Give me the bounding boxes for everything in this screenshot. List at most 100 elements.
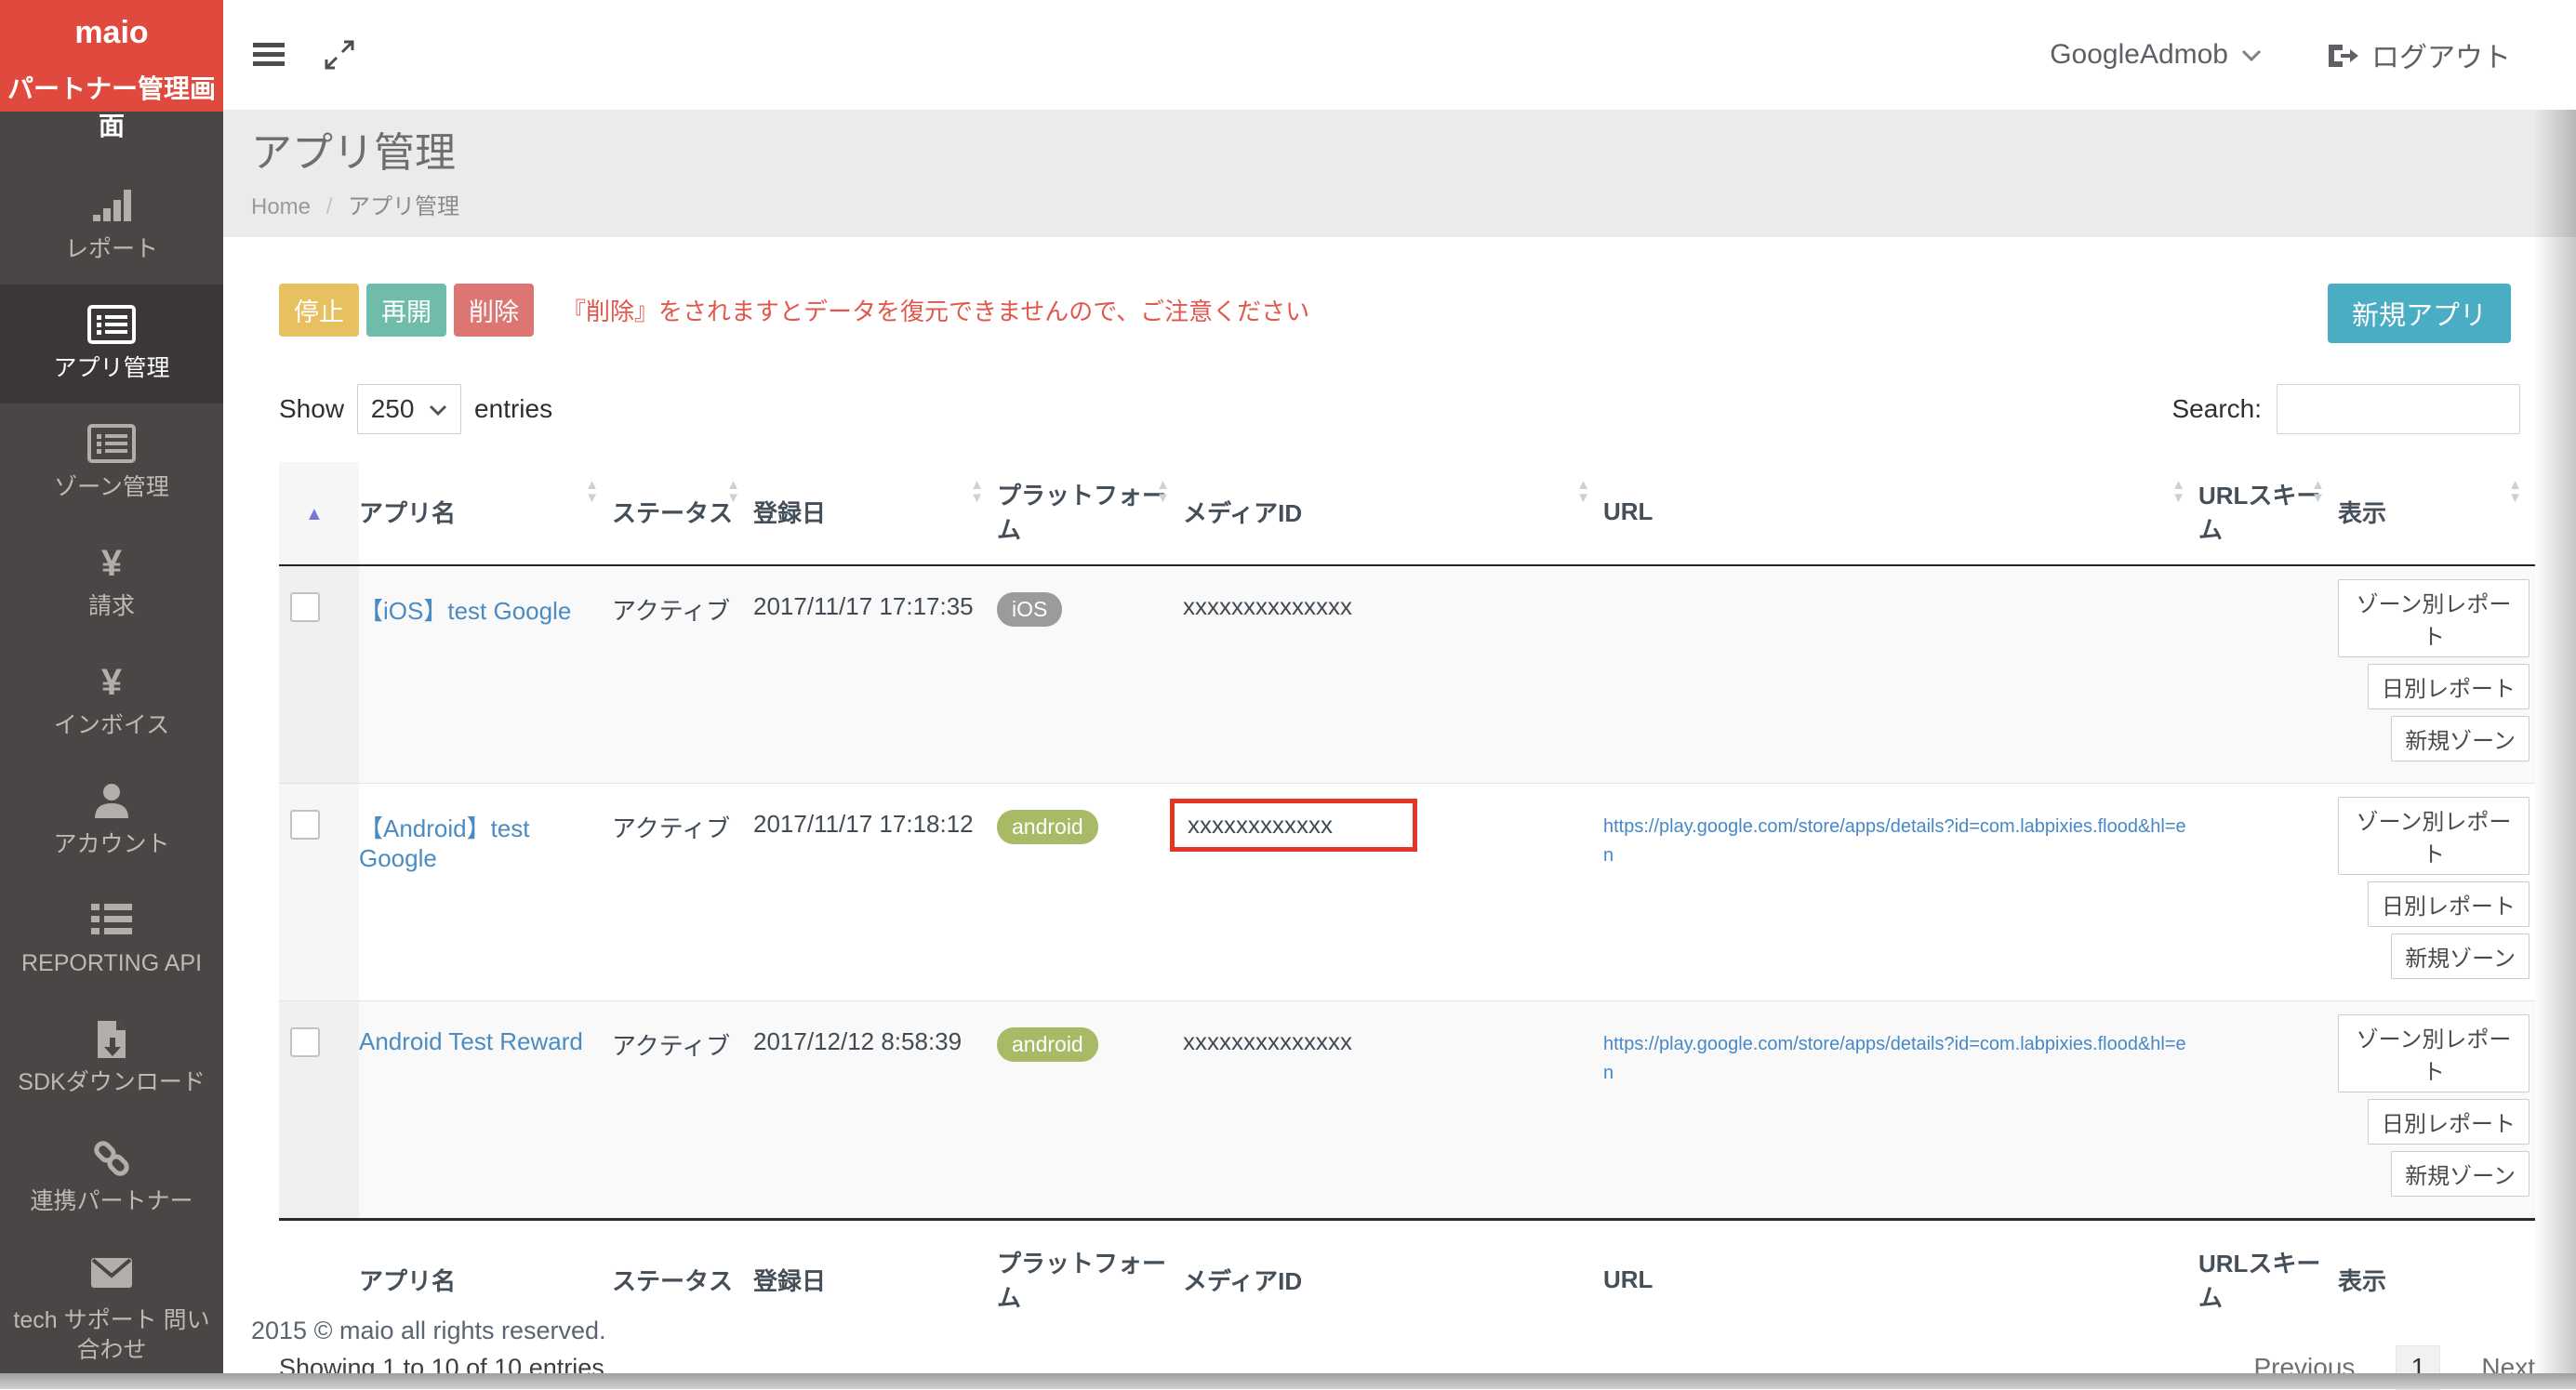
daily-report-button[interactable]: 日別レポート (2368, 664, 2530, 709)
store-url-link[interactable]: https://play.google.com/store/apps/detai… (1603, 816, 2186, 866)
sidebar-item-label: 請求 (87, 593, 135, 619)
app-name-link[interactable]: Android Test Reward (359, 1027, 583, 1055)
sidebar-item-label: REPORTING API (20, 950, 203, 976)
window-bottom-bar (0, 1373, 2576, 1389)
delete-button[interactable]: 削除 (454, 284, 534, 337)
sidebar-item-invoice[interactable]: ¥ インボイス (0, 642, 223, 761)
expand-icon[interactable] (324, 0, 355, 110)
logout-button[interactable]: ログアウト (2327, 34, 2511, 75)
sidebar-item-label: tech サポート 問い合わせ (13, 1307, 210, 1363)
footer-header-url-scheme: URLスキーム (2198, 1218, 2338, 1334)
header-url[interactable]: URL ▲ ▼ (1603, 462, 2198, 566)
resume-button[interactable]: 再開 (366, 284, 446, 337)
sidebar-item-label: SDKダウンロード (18, 1069, 206, 1095)
breadcrumb-home[interactable]: Home (251, 194, 312, 219)
hamburger-icon[interactable] (253, 0, 285, 110)
row-checkbox[interactable] (290, 1027, 320, 1057)
media-id: xxxxxxxxxxxxxx (1183, 592, 1352, 620)
platform-badge: android (997, 1027, 1098, 1062)
app-name-link[interactable]: 【iOS】test Google (359, 597, 572, 625)
header-app-name[interactable]: アプリ名 ▲ ▼ (359, 462, 612, 566)
logout-icon (2327, 39, 2358, 71)
footer-header-platform: プラットフォーム (997, 1218, 1183, 1334)
main-area: アプリ管理 Home / アプリ管理 停止 再開 削除 『削除』をされますとデー… (223, 110, 2576, 1390)
sidebar-item-label: ゾーン管理 (54, 474, 169, 500)
content: 停止 再開 削除 『削除』をされますとデータを復元できませんので、ご注意ください… (223, 237, 2576, 1390)
page-size-select[interactable]: 250 (357, 384, 462, 434)
sort-icons: ▲ ▼ (970, 477, 984, 506)
new-zone-button[interactable]: 新規ゾーン (2391, 716, 2530, 761)
sidebar-item-label: レポート (64, 236, 158, 262)
row-checkbox[interactable] (290, 810, 320, 840)
header-media-id[interactable]: メディアID ▲ ▼ (1183, 462, 1603, 566)
logo: maio パートナー管理画面 (0, 0, 223, 140)
sort-icons: ▲ ▼ (2171, 477, 2185, 506)
logout-label: ログアウト (2371, 43, 2511, 73)
app-name-link[interactable]: 【Android】test Google (359, 814, 530, 872)
table-row: 【Android】test Google アクティブ 2017/11/17 17… (279, 783, 2535, 1001)
download-icon (9, 1019, 214, 1060)
account-dropdown[interactable]: GoogleAdmob (2050, 39, 2262, 71)
created-date: 2017/11/17 17:18:12 (753, 810, 974, 838)
footer-header-app-name: アプリ名 (359, 1218, 612, 1334)
apps-table: ▲ アプリ名 ▲ ▼ ステータス ▲ ▼ 登録日 ▲ ▼ プラットフォーム ▲ ▼ メディアID… (279, 462, 2535, 1334)
sidebar-item-zone-management[interactable]: ゾーン管理 (0, 404, 223, 523)
sort-icons: ▲ ▼ (2508, 477, 2522, 506)
row-checkbox[interactable] (290, 592, 320, 622)
breadcrumb-current: アプリ管理 (348, 194, 460, 219)
sidebar-item-account[interactable]: アカウント (0, 761, 223, 880)
page-header: アプリ管理 Home / アプリ管理 (223, 110, 2576, 237)
media-id: xxxxxxxxxxxx (1188, 811, 1333, 839)
show-label: Show (279, 394, 345, 423)
sidebar-item-sdk-download[interactable]: SDKダウンロード (0, 999, 223, 1118)
sort-icons: ▲ ▼ (726, 477, 740, 506)
topbar: GoogleAdmob ログアウト (223, 0, 2576, 110)
platform-badge: android (997, 810, 1098, 844)
table-footer-header-row: アプリ名 ステータス 登録日 プラットフォーム メディアID URL URLスキ… (279, 1218, 2535, 1334)
footer-header-display: 表示 (2338, 1218, 2535, 1334)
list-icon (9, 424, 214, 465)
sidebar-item-reporting-api[interactable]: REPORTING API (0, 880, 223, 999)
sort-icons: ▲ ▼ (1156, 477, 1170, 506)
header-platform[interactable]: プラットフォーム ▲ ▼ (997, 462, 1183, 566)
header-created[interactable]: 登録日 ▲ ▼ (753, 462, 997, 566)
header-status[interactable]: ステータス ▲ ▼ (612, 462, 753, 566)
new-app-button[interactable]: 新規アプリ (2327, 284, 2511, 343)
zone-report-button[interactable]: ゾーン別レポート (2338, 579, 2530, 657)
stop-button[interactable]: 停止 (279, 284, 359, 337)
search-input[interactable] (2277, 384, 2520, 434)
toolbar: 停止 再開 削除 『削除』をされますとデータを復元できませんので、ご注意ください… (279, 284, 2535, 343)
sidebar-item-app-management[interactable]: アプリ管理 (0, 285, 223, 404)
sidebar-item-billing[interactable]: ¥ 請求 (0, 523, 223, 642)
status-text: アクティブ (612, 814, 731, 842)
header-url-scheme[interactable]: URLスキーム ▲ ▼ (2198, 462, 2338, 566)
header-select-column[interactable]: ▲ (279, 462, 359, 566)
footer-header-status: ステータス (612, 1218, 753, 1334)
sidebar: maio パートナー管理画面 レポート アプリ管理 ゾーン管理 ¥ 請求 (0, 0, 223, 1373)
table-row: Android Test Reward アクティブ 2017/12/12 8:5… (279, 1000, 2535, 1220)
new-zone-button[interactable]: 新規ゾーン (2391, 1151, 2530, 1197)
daily-report-button[interactable]: 日別レポート (2368, 1099, 2530, 1145)
status-text: アクティブ (612, 1032, 731, 1060)
sort-asc-icon: ▲ (305, 503, 324, 524)
sort-icons: ▲ ▼ (1576, 477, 1590, 506)
header-display[interactable]: 表示 ▲ ▼ (2338, 462, 2535, 566)
chevron-down-icon (2241, 39, 2262, 71)
sidebar-nav: レポート アプリ管理 ゾーン管理 ¥ 請求 ¥ インボイス アカウン (0, 165, 223, 1385)
zone-report-button[interactable]: ゾーン別レポート (2338, 1014, 2530, 1092)
store-url-link[interactable]: https://play.google.com/store/apps/detai… (1603, 1034, 2186, 1083)
copyright-text: 2015 © maio all rights reserved. (251, 1317, 606, 1344)
created-date: 2017/11/17 17:17:35 (753, 592, 974, 620)
sidebar-item-partners[interactable]: 連携パートナー (0, 1118, 223, 1237)
daily-report-button[interactable]: 日別レポート (2368, 881, 2530, 927)
zone-report-button[interactable]: ゾーン別レポート (2338, 797, 2530, 875)
sidebar-item-report[interactable]: レポート (0, 165, 223, 285)
sort-icons: ▲ ▼ (585, 477, 599, 506)
logo-subtitle: パートナー管理画面 (7, 74, 216, 140)
delete-warning-text: 『削除』をされますとデータを復元できませんので、ご注意ください (562, 298, 1310, 325)
new-zone-button[interactable]: 新規ゾーン (2391, 933, 2530, 979)
envelope-icon (9, 1257, 214, 1298)
logo-title: maio (74, 15, 149, 50)
sidebar-item-tech-support[interactable]: tech サポート 問い合わせ (0, 1237, 223, 1385)
user-icon (9, 781, 214, 822)
